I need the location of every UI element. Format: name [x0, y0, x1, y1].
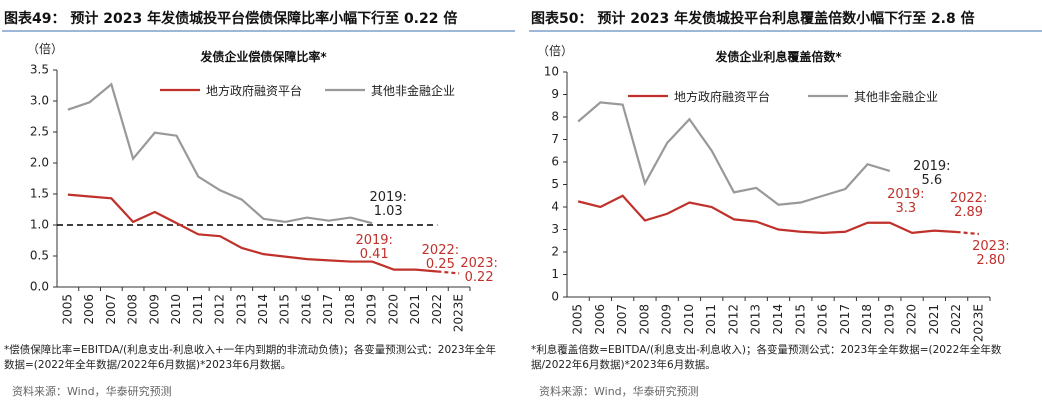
- legend-label: 其他非金融企业: [371, 84, 456, 98]
- x-tick-label: 2007: [104, 294, 118, 325]
- legend-label: 地方政府融资平台: [674, 90, 771, 104]
- legend-label: 其他非金融企业: [854, 90, 939, 104]
- x-tick-label: 2018: [343, 294, 357, 325]
- x-tick-label: 2011: [191, 294, 205, 325]
- y-tick-label: 2.0: [30, 156, 49, 170]
- chart-heading: 图表49： 预计 2023 年发债城投平台偿债保障比率小幅下行至 0.22 倍: [4, 11, 458, 27]
- x-tick-label: 2008: [126, 294, 140, 325]
- x-tick-label: 2008: [637, 304, 651, 335]
- x-tick-label: 2012: [726, 304, 740, 335]
- y-tick-label: 7: [551, 132, 559, 146]
- y-tick-label: 2.5: [30, 125, 49, 139]
- x-tick-label: 2022: [430, 294, 444, 325]
- y-tick-label: 0.5: [30, 249, 49, 263]
- x-tick-label: 2019: [365, 294, 379, 325]
- x-tick-label: 2023E: [971, 304, 985, 342]
- x-tick-label: 2009: [147, 294, 161, 325]
- x-tick-label: 2019: [882, 304, 896, 335]
- x-tick-label: 2015: [278, 294, 292, 325]
- x-tick-label: 2013: [234, 294, 248, 325]
- y-tick-label: 0.0: [30, 280, 49, 294]
- value-label: 2022: 2.89: [949, 190, 988, 220]
- x-tick-label: 2016: [299, 294, 313, 325]
- x-tick-label: 2018: [860, 304, 874, 335]
- x-tick-label: 2016: [816, 304, 830, 335]
- y-tick-label: 5: [551, 177, 559, 191]
- y-tick-label: 3: [551, 222, 559, 236]
- x-tick-label: 2020: [905, 304, 919, 335]
- y-axis-label: （倍）: [27, 42, 64, 56]
- y-tick-label: 3.0: [30, 94, 49, 108]
- y-tick-label: 3.5: [30, 63, 49, 77]
- x-tick-label: 2006: [82, 294, 96, 325]
- x-tick-label: 2007: [615, 304, 629, 335]
- value-label: 2019: 3.3: [887, 186, 925, 216]
- footnote: *偿债保障比率=EBITDA/(利息支出-利息收入+一年内到期的非流动负债)；各…: [4, 344, 497, 371]
- series-line: [67, 193, 438, 273]
- x-tick-label: 2014: [256, 294, 270, 325]
- x-tick-label: 2011: [704, 304, 718, 335]
- x-tick-label: 2017: [838, 304, 852, 335]
- x-tick-label: 2022: [949, 304, 963, 335]
- y-tick-label: 9: [551, 87, 559, 101]
- series-line-forecast: [956, 230, 979, 236]
- y-tick-label: 1.0: [30, 218, 49, 232]
- x-tick-label: 2010: [682, 304, 696, 335]
- x-tick-label: 2014: [771, 304, 785, 335]
- x-tick-label: 2013: [749, 304, 763, 335]
- value-label: 2019: 0.41: [355, 232, 393, 262]
- value-label: 2019: 1.03: [369, 190, 407, 220]
- y-tick-label: 2: [551, 245, 559, 259]
- y-tick-label: 1.5: [30, 187, 49, 201]
- chart-subtitle: 发债企业偿债保障比率*: [200, 50, 327, 64]
- y-tick-label: 4: [551, 200, 559, 214]
- x-tick-label: 2010: [169, 294, 183, 325]
- x-tick-label: 2020: [386, 294, 400, 325]
- x-tick-label: 2006: [593, 304, 607, 335]
- footnote: *利息覆盖倍数=EBITDA/(利息支出-利息收入)；各变量预测公式：2023年…: [531, 344, 1002, 371]
- x-tick-label: 2005: [60, 294, 74, 325]
- x-tick-label: 2021: [927, 304, 941, 335]
- y-tick-label: 1: [551, 267, 559, 281]
- series-line: [67, 82, 373, 225]
- value-label: 2023: 2.80: [972, 239, 1010, 268]
- x-tick-label: 2021: [408, 294, 422, 325]
- y-tick-label: 8: [551, 110, 559, 124]
- y-axis-label: （倍）: [537, 44, 574, 58]
- source: 资料来源：Wind，华泰研究预测: [12, 385, 172, 398]
- x-tick-label: 2017: [321, 294, 335, 325]
- y-tick-label: 0: [551, 290, 559, 304]
- value-label: 2022: 0.25: [421, 242, 460, 272]
- legend-label: 地方政府融资平台: [206, 84, 303, 98]
- y-tick-label: 10: [544, 65, 559, 79]
- value-label: 2019: 5.6: [913, 159, 951, 188]
- value-label: 2023: 0.22: [460, 256, 498, 286]
- x-tick-label: 2009: [660, 304, 674, 335]
- x-tick-label: 2023E: [452, 294, 466, 332]
- series-line-forecast: [437, 270, 460, 275]
- x-tick-label: 2015: [793, 304, 807, 335]
- series-line: [577, 194, 957, 234]
- chart-subtitle: 发债企业利息覆盖倍数*: [715, 50, 842, 64]
- x-tick-label: 2012: [213, 294, 227, 325]
- x-tick-label: 2005: [571, 304, 585, 335]
- source: 资料来源：Wind，华泰研究预测: [539, 385, 699, 398]
- y-tick-label: 6: [551, 155, 559, 169]
- series-line: [577, 101, 891, 206]
- chart-heading: 图表50： 预计 2023 年发债城投平台利息覆盖倍数小幅下行至 2.8 倍: [531, 11, 975, 27]
